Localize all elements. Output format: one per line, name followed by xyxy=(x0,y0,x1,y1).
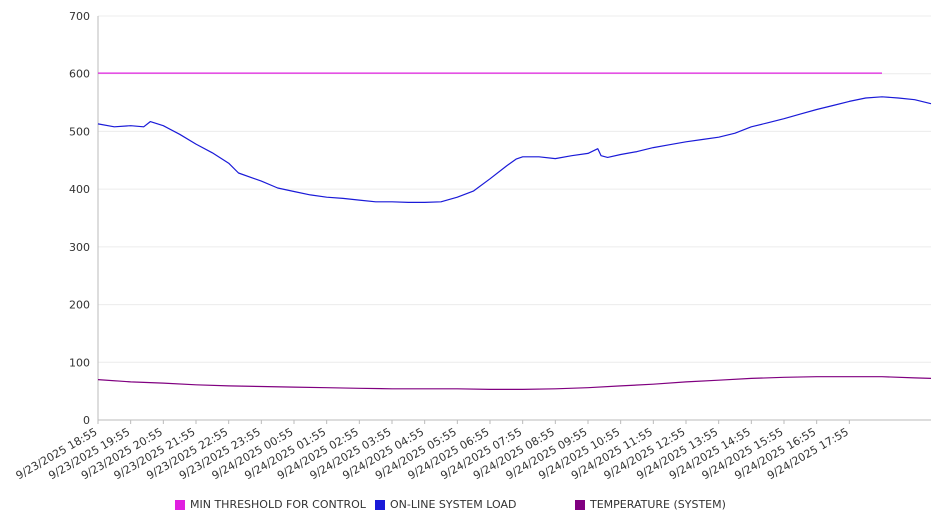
y-tick-label: 100 xyxy=(69,356,90,369)
legend-item-min-threshold[interactable]: MIN THRESHOLD FOR CONTROL xyxy=(175,498,366,511)
legend-item-temperature[interactable]: TEMPERATURE (SYSTEM) xyxy=(575,498,726,511)
y-tick-label: 500 xyxy=(69,125,90,138)
y-tick-label: 200 xyxy=(69,299,90,312)
y-tick-label: 700 xyxy=(69,10,90,23)
y-tick-label: 300 xyxy=(69,241,90,254)
legend: MIN THRESHOLD FOR CONTROL ON-LINE SYSTEM… xyxy=(0,498,946,514)
legend-label-temperature: TEMPERATURE (SYSTEM) xyxy=(590,498,726,511)
legend-label-system-load: ON-LINE SYSTEM LOAD xyxy=(390,498,517,511)
legend-item-system-load[interactable]: ON-LINE SYSTEM LOAD xyxy=(375,498,516,511)
plot-area xyxy=(97,72,932,390)
axes xyxy=(97,16,931,421)
legend-swatch-min-threshold xyxy=(175,499,185,510)
legend-swatch-temperature xyxy=(575,499,585,510)
y-axis-ticks: 0 100 200 300 400 500 600 700 xyxy=(69,10,90,427)
x-axis-ticks: 9/23/2025 18:559/23/2025 19:559/23/2025 … xyxy=(14,420,851,482)
series-line-1 xyxy=(97,96,932,203)
grid-lines xyxy=(98,15,931,363)
y-tick-label: 400 xyxy=(69,183,90,196)
y-tick-label: 600 xyxy=(69,68,90,81)
legend-swatch-system-load xyxy=(375,499,385,510)
legend-label-min-threshold: MIN THRESHOLD FOR CONTROL xyxy=(190,498,366,511)
y-tick-label: 0 xyxy=(83,414,90,427)
series-line-2 xyxy=(97,376,932,390)
